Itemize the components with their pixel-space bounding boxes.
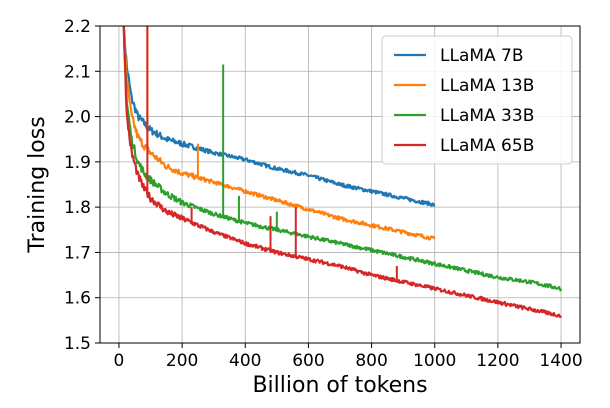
x-tick-label: 800 bbox=[355, 351, 387, 371]
series-line-3 bbox=[122, 26, 563, 318]
y-tick-label: 1.9 bbox=[64, 153, 91, 173]
y-tick-label: 1.7 bbox=[64, 243, 91, 263]
legend-label: LLaMA 7B bbox=[440, 46, 524, 66]
x-axis: 0 200 400 600 800 1000 1200 1400 bbox=[114, 343, 583, 371]
y-axis-label: Training loss bbox=[25, 116, 50, 253]
x-tick-label: 400 bbox=[229, 351, 261, 371]
x-tick-label: 600 bbox=[292, 351, 324, 371]
y-tick-label: 1.6 bbox=[64, 289, 91, 309]
x-tick-label: 200 bbox=[166, 351, 198, 371]
series-line-2 bbox=[122, 26, 563, 292]
series-line-1 bbox=[122, 26, 436, 241]
legend-label: LLaMA 13B bbox=[440, 76, 534, 96]
legend-box bbox=[381, 35, 573, 165]
y-tick-label: 1.5 bbox=[64, 334, 91, 354]
plot-frame bbox=[99, 25, 581, 344]
y-tick-label: 1.8 bbox=[64, 198, 91, 218]
y-axis: 1.5 1.6 1.7 1.8 1.9 2.0 2.1 2.2 bbox=[64, 17, 100, 354]
legend-label: LLaMA 65B bbox=[440, 136, 534, 156]
x-axis-label: Billion of tokens bbox=[252, 373, 427, 398]
x-tick-label: 1000 bbox=[413, 351, 456, 371]
y-tick-label: 2.2 bbox=[64, 17, 91, 37]
y-tick-label: 2.1 bbox=[64, 62, 91, 82]
x-tick-label: 1400 bbox=[539, 351, 582, 371]
series-line-0 bbox=[123, 29, 436, 207]
y-tick-label: 2.0 bbox=[64, 108, 91, 128]
series-lines bbox=[122, 26, 563, 318]
x-tick-label: 1200 bbox=[476, 351, 519, 371]
x-tick-label: 0 bbox=[114, 351, 125, 371]
legend-label: LLaMA 33B bbox=[440, 106, 534, 126]
legend: LLaMA 7B LLaMA 13B LLaMA 33B LLaMA 65B bbox=[381, 35, 573, 165]
